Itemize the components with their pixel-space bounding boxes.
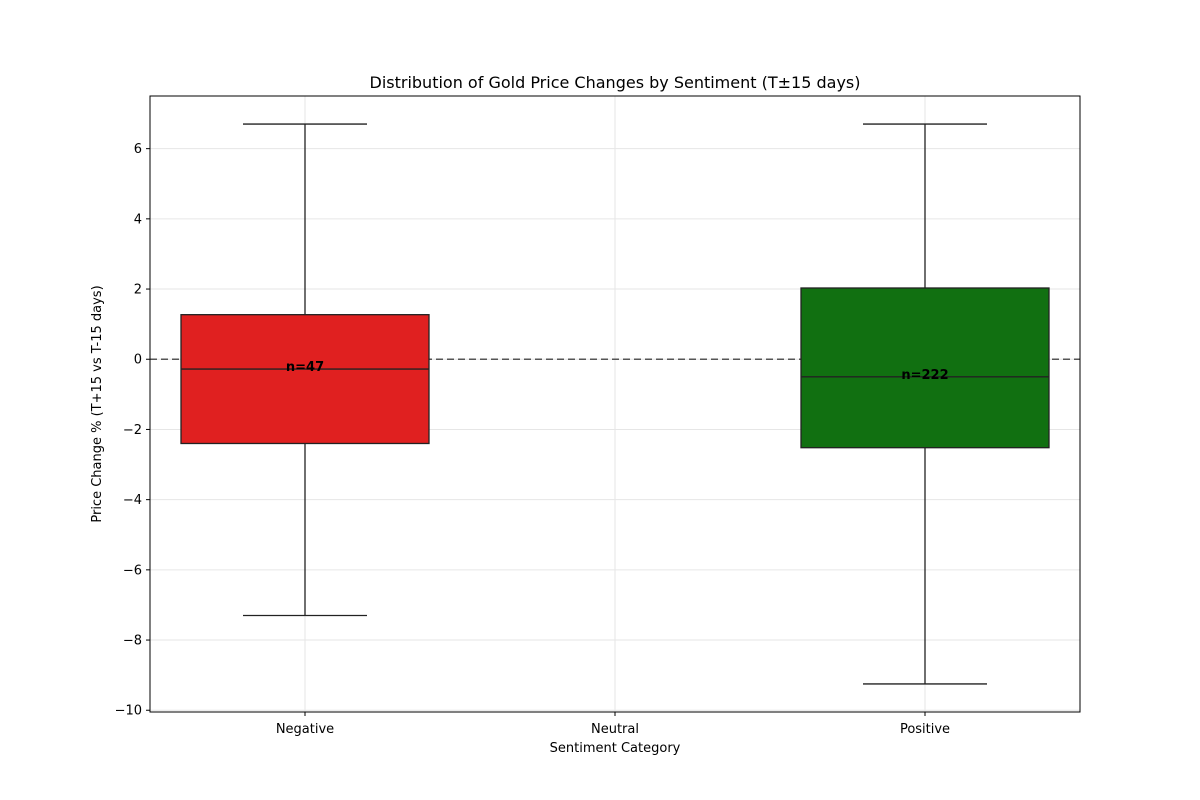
y-tick-layer: −10 −8 −6 −4 −2 0 2 4 6 xyxy=(115,142,150,719)
x-tick-label-negative: Negative xyxy=(276,722,334,737)
chart-title: Distribution of Gold Price Changes by Se… xyxy=(370,73,861,92)
y-tick-label: −6 xyxy=(123,563,142,578)
iqr-box xyxy=(800,287,1050,449)
y-tick-label: 6 xyxy=(134,142,142,157)
y-tick-label: 2 xyxy=(134,283,142,298)
iqr-box xyxy=(180,314,430,445)
y-tick-label: −2 xyxy=(123,423,142,438)
x-axis-label: Sentiment Category xyxy=(550,741,681,756)
box-positive: n=222 xyxy=(800,123,1050,685)
x-tick-layer: Negative Neutral Positive xyxy=(276,712,950,737)
y-tick-label: −8 xyxy=(123,634,142,649)
sample-size-label: n=47 xyxy=(286,360,324,375)
y-tick-label: −4 xyxy=(123,493,142,508)
y-tick-label: 4 xyxy=(134,212,142,227)
x-tick-label-positive: Positive xyxy=(900,722,950,737)
y-tick-label: −10 xyxy=(115,704,142,719)
box-layer: n=47 n=222 xyxy=(180,123,1050,685)
box-negative: n=47 xyxy=(180,123,430,617)
sample-size-label: n=222 xyxy=(901,368,948,383)
y-tick-label: 0 xyxy=(134,353,142,368)
y-axis-label: Price Change % (T+15 vs T-15 days) xyxy=(90,285,105,522)
x-tick-label-neutral: Neutral xyxy=(591,722,639,737)
